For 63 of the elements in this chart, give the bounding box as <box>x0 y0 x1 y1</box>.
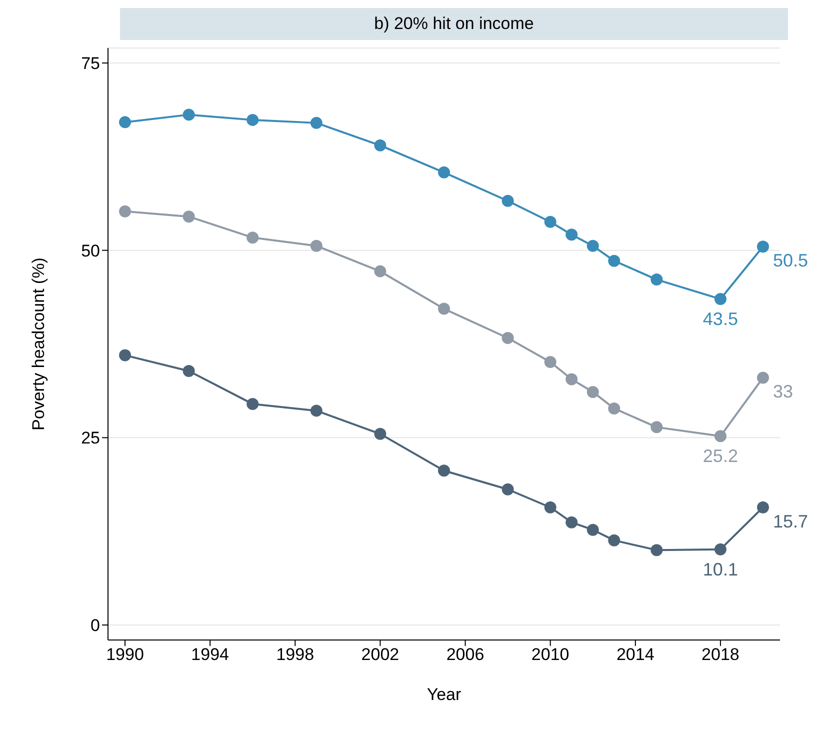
y-tick-label: 50 <box>81 241 100 260</box>
point <box>714 430 726 442</box>
y-tick-label: 25 <box>81 428 100 448</box>
x-tick-label: 1994 <box>191 645 229 664</box>
point <box>650 544 663 556</box>
point <box>756 501 769 514</box>
point <box>246 398 259 410</box>
y-tick-label: 0 <box>90 616 100 636</box>
data-label: 43.5 <box>702 309 738 330</box>
data-label: 25.2 <box>702 446 738 466</box>
point <box>438 302 450 315</box>
point <box>374 265 386 278</box>
point <box>756 240 769 253</box>
point <box>714 543 726 556</box>
point <box>650 274 663 286</box>
point <box>714 293 726 306</box>
point <box>544 216 556 228</box>
point <box>182 210 195 223</box>
point <box>182 108 195 121</box>
x-tick-label: 2002 <box>361 645 400 664</box>
point <box>119 116 132 128</box>
point <box>310 404 322 417</box>
point <box>566 516 578 528</box>
data-label: 15.7 <box>772 511 808 532</box>
x-tick-label: 1990 <box>106 645 144 664</box>
point <box>586 240 599 252</box>
point <box>438 464 450 477</box>
x-tick-label: 1998 <box>276 645 314 664</box>
point <box>246 114 259 126</box>
x-tick-label: 2006 <box>446 645 484 664</box>
point <box>182 364 195 377</box>
point <box>310 240 322 252</box>
point <box>119 349 132 362</box>
point <box>608 402 620 414</box>
x-tick-label: 2010 <box>531 645 570 664</box>
point <box>608 254 620 267</box>
y-axis-title: Poverty headcount (%) <box>29 258 48 430</box>
point <box>119 205 132 218</box>
point <box>756 372 769 384</box>
y-tick-label: 75 <box>81 54 100 74</box>
point <box>566 373 578 386</box>
x-tick-label: 2018 <box>702 645 740 664</box>
point <box>246 232 259 244</box>
point <box>566 228 578 241</box>
point <box>502 332 514 344</box>
point <box>374 428 386 440</box>
point <box>586 386 599 398</box>
point <box>438 166 450 178</box>
chart-title: b) 20% hit on income <box>120 8 788 40</box>
x-tick-label: 2014 <box>616 645 654 664</box>
data-label: 50.5 <box>772 250 808 271</box>
data-label: 33 <box>772 382 794 402</box>
point <box>608 534 620 546</box>
point <box>586 524 599 536</box>
point <box>310 116 322 129</box>
point <box>544 501 556 514</box>
point <box>502 194 514 207</box>
point <box>502 483 514 496</box>
point <box>650 421 663 434</box>
data-label: 10.1 <box>702 559 738 580</box>
point <box>374 139 386 152</box>
point <box>544 356 556 368</box>
x-axis-title: Year <box>426 685 462 704</box>
